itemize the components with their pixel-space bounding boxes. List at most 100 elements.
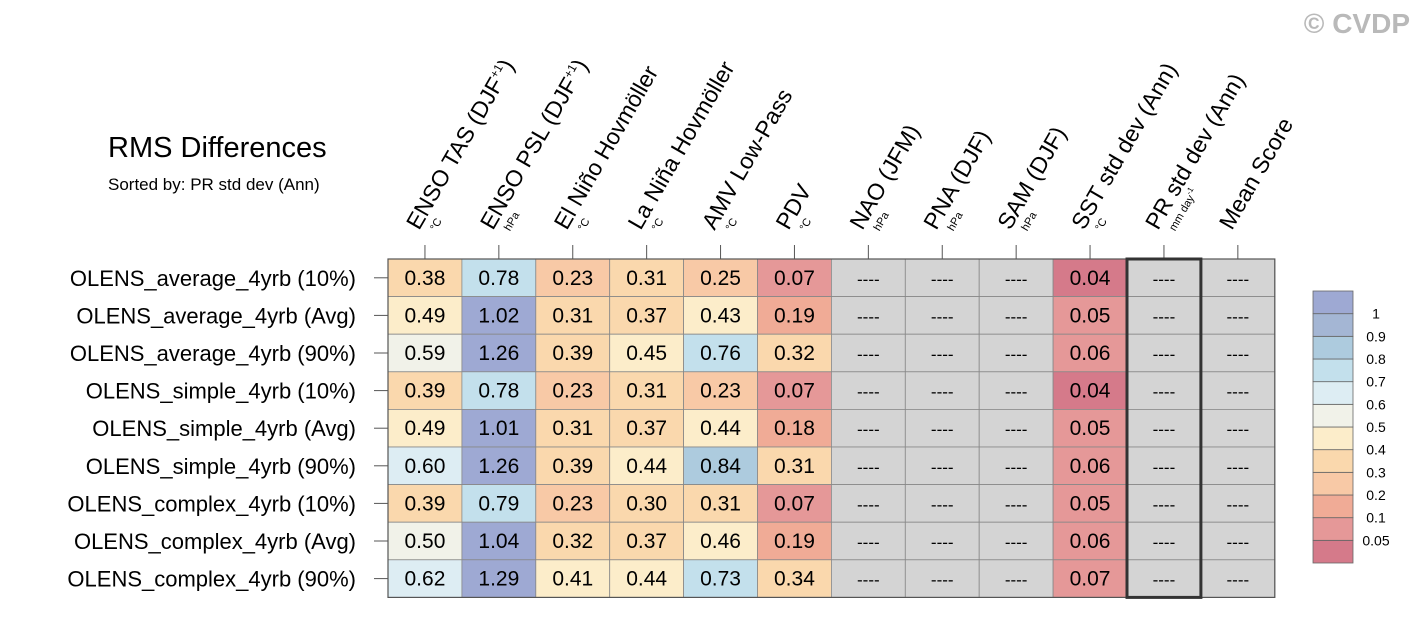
cell-value-label: 0.37 [626, 304, 667, 327]
cell-value-label: 0.07 [774, 380, 815, 403]
heatmap-cell [1052, 446, 1128, 485]
heatmap-cell [535, 521, 611, 561]
row-label: OLENS_complex_4yrb (10%) [67, 491, 356, 516]
colorbar-tick-label: 0.2 [1366, 487, 1386, 503]
colorbar-tick-label: 0.3 [1366, 464, 1386, 480]
heatmap-cell [387, 371, 463, 410]
heatmap-cell [831, 296, 906, 335]
heatmap-cell [1200, 371, 1276, 410]
heatmap-cell [387, 408, 463, 448]
cell-value-label: 0.46 [700, 530, 741, 553]
heatmap-cell [1052, 371, 1128, 410]
heatmap-cell [535, 408, 611, 448]
heatmap-cell [461, 484, 537, 523]
cell-value-label: ---- [1227, 571, 1250, 590]
heatmap-cell [757, 371, 832, 410]
heatmap-cell [1126, 333, 1202, 373]
heatmap-cell [1200, 559, 1276, 598]
colorbar-tick-label: 0.5 [1366, 419, 1386, 435]
colorbar: 0.05 0.1 0.2 0.3 0.4 0.5 0.6 0.7 0.8 0.9 1 [1312, 290, 1390, 564]
cell-value-label: 0.49 [405, 304, 446, 327]
heatmap-cell [1200, 333, 1276, 373]
colorbar-swatch [1312, 335, 1354, 360]
cell-value-label: ---- [1153, 495, 1176, 514]
heatmap-cell [978, 258, 1054, 297]
column-header: PDV°C [770, 179, 816, 234]
colorbar-swatch [1312, 426, 1354, 451]
cell-value-label: ---- [1153, 307, 1176, 326]
cell-value-label: ---- [857, 495, 880, 514]
heatmap-cell [1126, 521, 1202, 561]
heatmap-cell [831, 258, 906, 297]
cell-value-label: ---- [1005, 458, 1028, 477]
heatmap-cell [1052, 521, 1128, 561]
heatmap-cell [904, 258, 980, 297]
cell-value-label: ---- [857, 307, 880, 326]
colorbar-tick-label: 0.6 [1366, 396, 1386, 412]
cell-value-label: 0.62 [405, 568, 446, 591]
colorbar-swatch [1312, 290, 1354, 315]
cell-value-label: 0.06 [1070, 342, 1111, 365]
cell-value-label: ---- [1227, 420, 1250, 439]
cell-value-label: 0.60 [405, 455, 446, 478]
row-label: OLENS_average_4yrb (90%) [70, 341, 356, 366]
heatmap-cell [535, 296, 611, 335]
cell-value-label: 0.38 [405, 267, 446, 290]
cell-value-label: 0.84 [700, 455, 741, 478]
cell-value-label: ---- [857, 533, 880, 552]
row-labels: OLENS_average_4yrb (10%) OLENS_average_4y… [67, 266, 388, 592]
column-unit: °C [576, 216, 593, 233]
cell-value-label: 1.26 [478, 455, 519, 478]
heatmap-cell [831, 521, 906, 561]
column-header: PNA (DJF)hPa [918, 125, 995, 233]
colorbar-swatch [1312, 471, 1354, 496]
cell-value-label: ---- [1153, 458, 1176, 477]
heatmap-cell [1126, 559, 1202, 598]
cell-value-label: ---- [1005, 383, 1028, 402]
heatmap-cell [387, 333, 463, 373]
cell-value-label: ---- [857, 270, 880, 289]
cell-value-label: 0.78 [478, 267, 519, 290]
heatmap-cell [757, 333, 832, 373]
heatmap-cell [1052, 484, 1128, 523]
cell-value-label: 0.31 [774, 455, 815, 478]
heatmap-cell [1052, 559, 1128, 598]
cell-value-label: 0.76 [700, 342, 741, 365]
heatmap-cell [757, 296, 832, 335]
heatmap-cell [831, 371, 906, 410]
cell-value-label: ---- [857, 345, 880, 364]
colorbar-tick-label: 0.8 [1366, 351, 1386, 367]
cell-value-label: 0.23 [552, 380, 593, 403]
cell-value-label: 1.26 [478, 342, 519, 365]
colorbar-swatch [1312, 539, 1354, 564]
cell-value-label: 0.30 [626, 492, 667, 515]
watermark: © CVDP [1304, 8, 1410, 39]
cell-value-label: ---- [857, 383, 880, 402]
cell-value-label: 0.18 [774, 417, 815, 440]
cell-value-label: 0.73 [700, 568, 741, 591]
heatmap-cell [535, 484, 611, 523]
heatmap-cell [683, 408, 758, 448]
cell-value-label: ---- [1227, 458, 1250, 477]
cell-value-label: 0.44 [626, 568, 667, 591]
colorbar-swatch [1312, 403, 1354, 428]
heatmap-cell [609, 446, 685, 485]
cell-value-label: ---- [1227, 533, 1250, 552]
column-label: Mean Score [1214, 113, 1299, 233]
row-label: OLENS_average_4yrb (10%) [70, 266, 356, 291]
cell-value-label: ---- [857, 458, 880, 477]
cell-value-label: ---- [1227, 495, 1250, 514]
cell-value-label: 0.31 [626, 267, 667, 290]
column-unit: °C [650, 216, 667, 233]
heatmap-cell [1126, 446, 1202, 485]
cell-value-label: ---- [1227, 270, 1250, 289]
heatmap-cell [461, 559, 537, 598]
heatmap-cell [978, 371, 1054, 410]
cell-value-label: 0.32 [552, 530, 593, 553]
cell-value-label: 0.31 [552, 304, 593, 327]
chart-subtitle: Sorted by: PR std dev (Ann) [108, 175, 320, 194]
highlighted-column-box [1125, 257, 1203, 599]
cell-value-label: ---- [931, 533, 954, 552]
cell-value-label: 0.45 [626, 342, 667, 365]
